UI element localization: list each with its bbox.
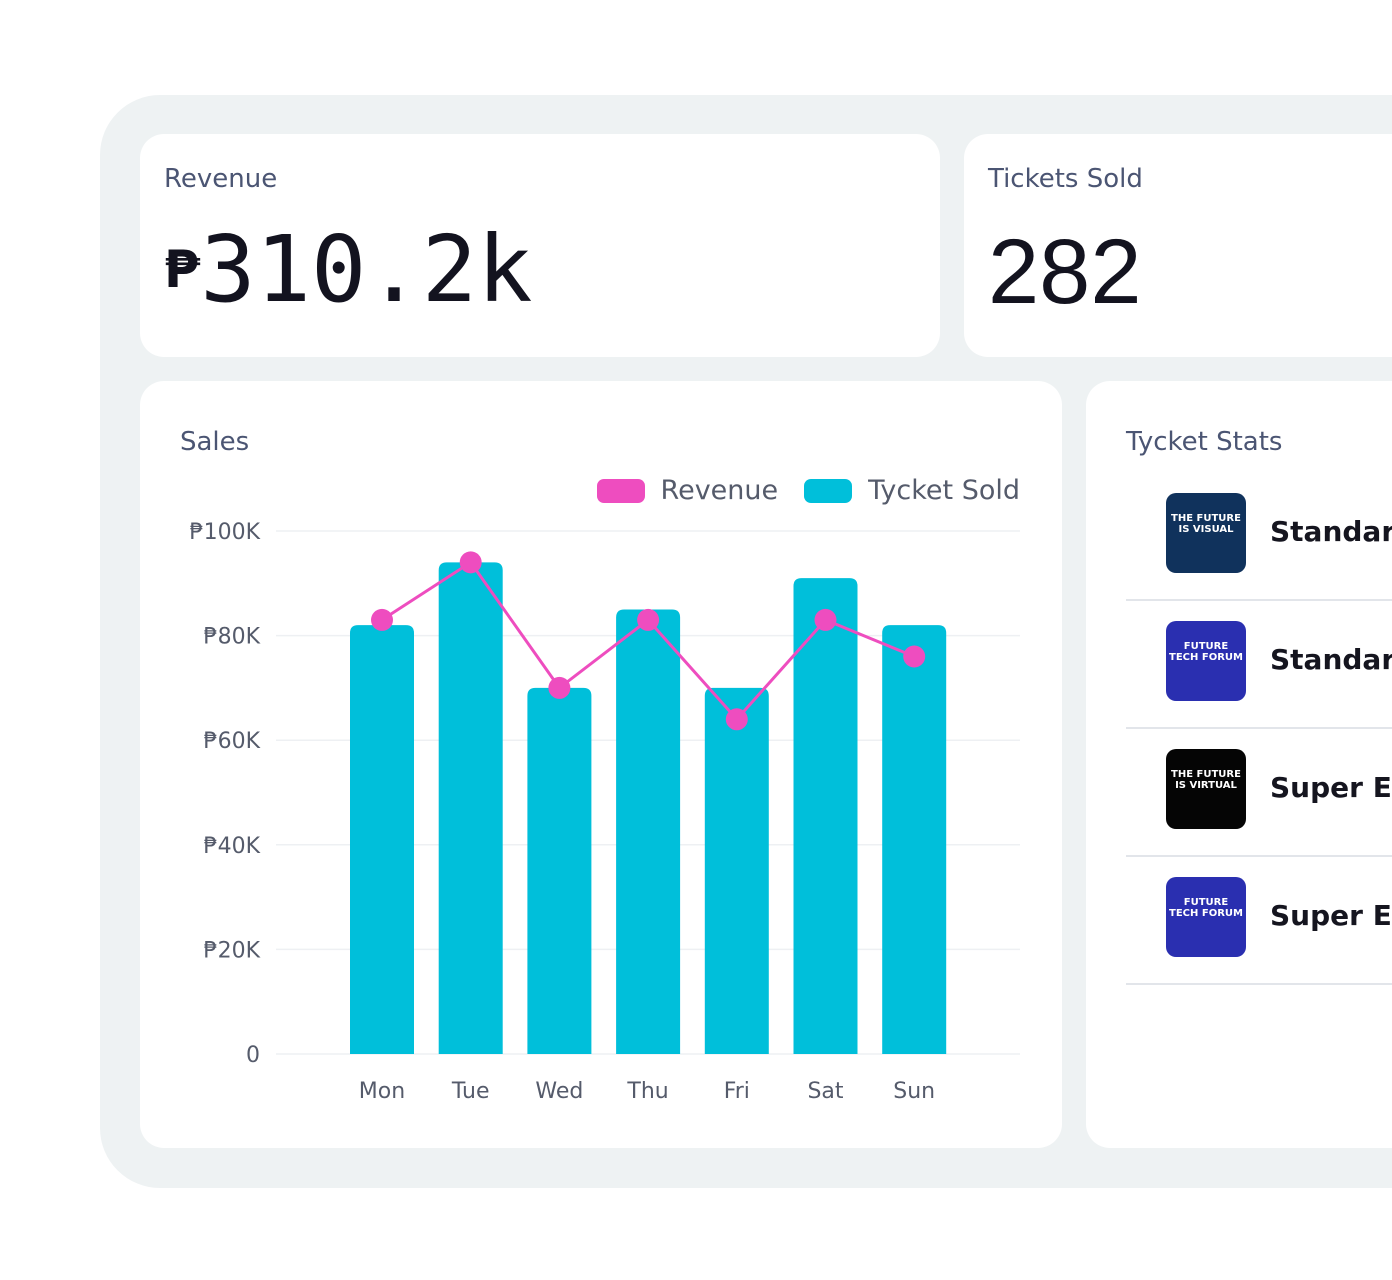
bar-thu: [616, 609, 681, 1054]
event-thumbnail: THE FUTURE IS VISUAL: [1166, 493, 1246, 573]
revenue-point-thu: [637, 608, 660, 631]
x-tick-label: Thu: [626, 1079, 668, 1104]
sales-card: Sales Revenue Tycket Sold 0 ₱20K ₱40K ₱60K ₱…: [140, 381, 1062, 1148]
bar-fri: [704, 687, 769, 1054]
revenue-label: Revenue: [164, 164, 278, 194]
sales-title: Sales: [180, 427, 250, 457]
ticket-stats-card: Tycket Stats THE FUTURE IS VISUAL Standa…: [1086, 381, 1392, 1148]
legend-swatch-tickets: [804, 478, 853, 503]
revenue-point-mon: [371, 608, 393, 631]
ticket-type-name: Standard: [1270, 643, 1392, 676]
ticket-stats-title: Tycket Stats: [1126, 427, 1283, 457]
ticket-stat-row[interactable]: FUTURE TECH FORUM Super Early: [1126, 855, 1392, 985]
bar-sun: [882, 625, 947, 1054]
y-tick-label: ₱40K: [204, 834, 261, 859]
tickets-sold-label: Tickets Sold: [988, 164, 1143, 194]
ticket-stat-row[interactable]: THE FUTURE IS VISUAL Standard: [1126, 471, 1392, 601]
bar-tue: [438, 562, 503, 1054]
revenue-point-sat: [814, 608, 837, 631]
legend-label-revenue: Revenue: [660, 475, 779, 506]
tickets-sold-card: Tickets Sold 282: [964, 134, 1392, 357]
event-thumbnail: FUTURE TECH FORUM: [1166, 621, 1246, 701]
x-tick-label: Mon: [359, 1079, 405, 1104]
event-thumbnail: THE FUTURE IS VIRTUAL: [1166, 749, 1246, 829]
revenue-value: ₱310.2k: [164, 216, 533, 323]
bar-wed: [527, 687, 592, 1054]
x-tick-label: Fri: [724, 1079, 750, 1104]
revenue-point-sun: [903, 645, 926, 668]
revenue-card: Revenue ₱310.2k: [140, 134, 940, 357]
legend-label-tickets: Tycket Sold: [868, 475, 1020, 506]
revenue-point-wed: [548, 676, 571, 699]
y-tick-label: ₱80K: [204, 625, 261, 650]
y-tick-label: ₱20K: [204, 938, 261, 963]
ticket-type-name: Super Early: [1270, 771, 1392, 804]
ticket-stat-row[interactable]: FUTURE TECH FORUM Standard: [1126, 599, 1392, 729]
legend-swatch-revenue: [596, 478, 645, 503]
x-tick-label: Sun: [893, 1079, 935, 1104]
bar-sat: [793, 578, 858, 1054]
revenue-point-fri: [725, 708, 748, 731]
sales-chart: 0 ₱20K ₱40K ₱60K ₱80K ₱100K Mon Tue Wed Thu Fri Sat…: [190, 520, 1020, 1104]
ticket-type-name: Super Early: [1270, 899, 1392, 932]
bar-mon: [350, 625, 414, 1054]
tickets-sold-value: 282: [988, 221, 1142, 323]
x-tick-label: Tue: [451, 1079, 490, 1104]
y-tick-label: ₱60K: [204, 729, 261, 754]
ticket-stat-row[interactable]: THE FUTURE IS VIRTUAL Super Early: [1126, 727, 1392, 857]
y-tick-label: ₱100K: [190, 520, 261, 545]
x-tick-label: Sat: [807, 1079, 843, 1104]
ticket-type-name: Standard: [1270, 515, 1392, 548]
event-thumbnail: FUTURE TECH FORUM: [1166, 877, 1246, 957]
revenue-point-tue: [459, 551, 482, 574]
y-tick-label: 0: [246, 1043, 260, 1068]
x-tick-label: Wed: [535, 1079, 583, 1104]
chart-legend: Revenue Tycket Sold: [596, 475, 1020, 506]
